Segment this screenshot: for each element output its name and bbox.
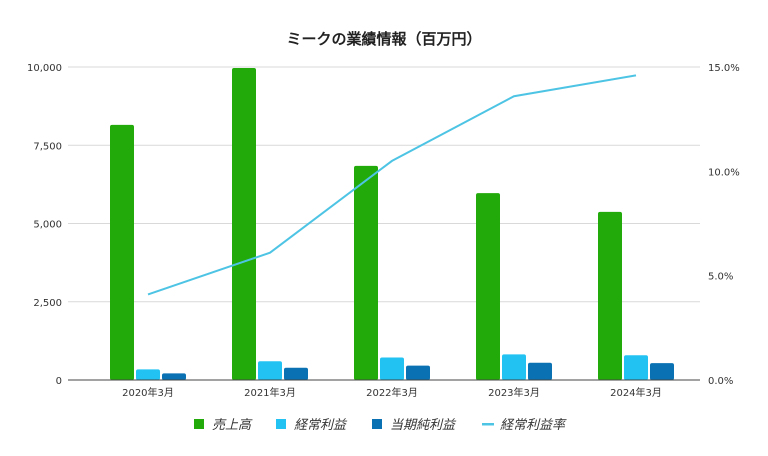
right-tick-label: 0.0% [708,376,733,387]
left-tick-label: 5,000 [33,220,62,231]
left-tick-label: 2,500 [33,298,62,309]
x-tick-label: 2022年3月 [366,386,418,399]
legend-label: 経常利益率 [500,417,567,433]
bar-当期純利益 [650,363,674,380]
bar-売上高 [232,67,256,381]
bar-経常利益 [624,355,648,380]
bar-経常利益 [136,369,160,380]
bar-売上高 [598,211,622,380]
x-tick-label: 2020年3月 [122,386,174,399]
chart-title: ミークの業績情報（百万円） [286,30,481,48]
bar-当期純利益 [284,367,308,380]
bar-経常利益 [258,361,282,380]
x-tick-label: 2024年3月 [610,386,662,399]
legend-label: 当期純利益 [390,418,457,433]
bar-売上高 [476,193,500,380]
legend-swatch [482,423,494,426]
legend-swatch [372,419,382,429]
bar-当期純利益 [528,362,552,380]
legend-label: 経常利益 [294,418,348,433]
right-tick-label: 10.0% [708,167,740,178]
right-tick-label: 5.0% [708,272,733,283]
legend-label: 売上高 [212,418,253,433]
left-tick-label: 0 [56,376,62,387]
x-tick-label: 2021年3月 [244,386,296,399]
left-tick-label: 10,000 [27,63,62,74]
legend-swatch [194,419,204,429]
bar-当期純利益 [406,365,430,380]
legend-swatch [276,419,286,429]
line-経常利益率 [147,74,637,296]
left-tick-label: 7,500 [33,141,62,152]
bar-売上高 [354,165,378,380]
bar-経常利益 [502,354,526,380]
bar-当期純利益 [162,373,186,380]
bar-売上高 [110,124,134,380]
right-tick-label: 15.0% [708,63,740,74]
bar-経常利益 [380,357,404,380]
x-tick-label: 2023年3月 [488,386,540,399]
